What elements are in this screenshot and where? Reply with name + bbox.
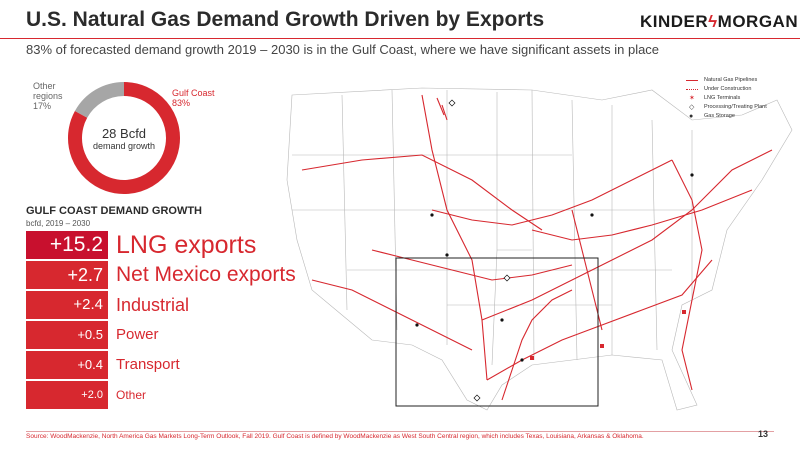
gas-storage-markers [415, 173, 694, 362]
growth-label: Power [116, 326, 159, 343]
slide-title: U.S. Natural Gas Demand Growth Driven by… [26, 8, 545, 31]
page-number: 13 [758, 429, 769, 439]
gas-storage-icon [430, 213, 434, 217]
dotted-line-icon [686, 89, 698, 90]
us-outline [286, 87, 793, 411]
pipeline-segment [311, 279, 473, 351]
legend-item-pipelines: Natural Gas Pipelines [686, 76, 767, 85]
diamond-icon [448, 99, 456, 107]
source-note: Source: WoodMackenzie, North America Gas… [26, 433, 644, 440]
growth-value: +2.0 [26, 381, 108, 409]
state-borders [286, 87, 793, 411]
donut-slice-gulf-coast [68, 82, 180, 194]
gulf-label-name: Gulf Coast [172, 88, 215, 98]
gulf-coast-highlight-box [395, 257, 599, 407]
kinder-morgan-logo: KINDERϟMORGAN [640, 12, 798, 32]
header-rule [0, 38, 800, 39]
other-label-pct: 17% [33, 101, 52, 111]
gas-storage-icon [415, 323, 419, 327]
growth-label: Net Mexico exports [116, 263, 296, 286]
donut-label-gulf: Gulf Coast 83% [172, 88, 215, 108]
donut-label-other: Other regions 17% [33, 81, 63, 111]
growth-value: +2.7 [26, 261, 108, 289]
gulf-coast-unit: bcfd, 2019 – 2030 [26, 219, 91, 228]
pipeline-lines [301, 94, 773, 401]
map-legend: Natural Gas Pipelines Under Construction… [686, 76, 767, 121]
processing-plant-markers [448, 99, 511, 402]
pipeline-segment [421, 94, 488, 381]
logo-text-right: MORGAN [717, 12, 799, 31]
lng-terminal-markers [530, 310, 686, 360]
gas-storage-icon [500, 318, 504, 322]
donut-slice-other-regions [74, 82, 125, 119]
state-lines [292, 89, 693, 366]
lng-terminal-icon [600, 344, 604, 348]
gas-storage-icon [590, 213, 594, 217]
diamond-icon: ◇ [689, 104, 695, 111]
other-label-line-2: regions [33, 91, 63, 101]
growth-label: Industrial [116, 295, 190, 315]
growth-value: +2.4 [26, 291, 108, 319]
donut-center-label: demand growth [92, 141, 156, 151]
demand-donut-chart [68, 82, 180, 194]
legend-item-under-construction: Under Construction [686, 85, 767, 94]
legend-item-gas-storage: ● Gas Storage [686, 112, 767, 121]
other-label-line-1: Other [33, 81, 56, 91]
lng-terminal-icon [682, 310, 686, 314]
lng-terminal-icon [530, 356, 534, 360]
legend-label: Gas Storage [704, 113, 735, 119]
lng-terminal-icon: ✶ [689, 95, 695, 102]
dot-icon: ● [689, 113, 694, 120]
legend-label: LNG Terminals [704, 95, 741, 101]
gas-storage-icon [690, 173, 694, 177]
pipeline-segment [436, 97, 448, 121]
pipeline-segment [481, 149, 773, 321]
gulf-label-pct: 83% [172, 98, 191, 108]
growth-label: Transport [116, 356, 180, 373]
gas-storage-icon [520, 358, 524, 362]
lightning-bolt-icon: ϟ [708, 12, 718, 31]
pipeline-segment [501, 289, 573, 401]
logo-text-left: KINDER [640, 12, 709, 31]
pipeline-segment [571, 209, 603, 331]
gas-storage-icon [445, 253, 449, 257]
gulf-coast-heading: GULF COAST DEMAND GROWTH [26, 205, 202, 217]
legend-item-lng-terminals: ✶ LNG Terminals [686, 94, 767, 103]
diamond-icon [473, 394, 481, 402]
slide-subtitle: 83% of forecasted demand growth 2019 – 2… [26, 42, 660, 57]
growth-label: LNG exports [116, 231, 257, 259]
legend-label: Processing/Treating Plant [704, 104, 767, 110]
pipeline-segment [671, 159, 703, 391]
donut-center-value: 28 Bcfd [101, 126, 147, 141]
legend-item-processing-plant: ◇ Processing/Treating Plant [686, 103, 767, 112]
footer-rule [26, 431, 774, 432]
legend-label: Under Construction [704, 86, 752, 92]
growth-label: Other [116, 388, 147, 402]
donut-center-text: 28 Bcfd demand growth [66, 126, 182, 152]
solid-line-icon [686, 80, 698, 81]
pipeline-segment [431, 159, 673, 226]
pipeline-segment [301, 154, 543, 231]
pipeline-network-map [286, 87, 793, 411]
pipeline-segment [371, 249, 573, 281]
growth-value: +0.5 [26, 321, 108, 349]
diamond-icon [503, 274, 511, 282]
pipeline-segment [531, 189, 753, 241]
growth-value: +15.2 [26, 231, 108, 259]
legend-label: Natural Gas Pipelines [704, 77, 758, 83]
growth-value: +0.4 [26, 351, 108, 379]
